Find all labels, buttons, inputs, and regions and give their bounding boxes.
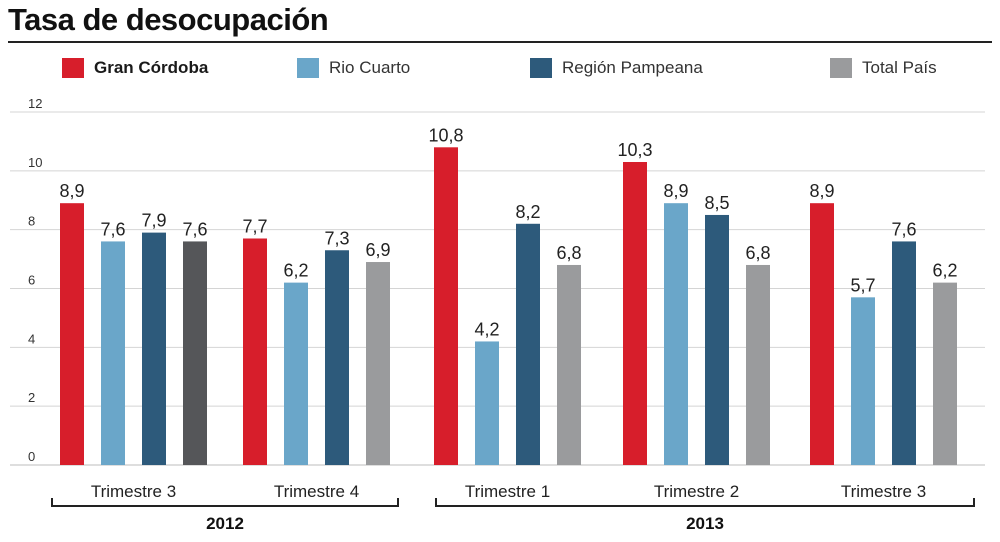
bar-value-label: 7,9	[141, 211, 166, 231]
y-tick-label: 8	[28, 214, 35, 229]
legend-swatch-rio-cuarto	[297, 58, 319, 78]
legend-item-total-pais: Total País	[830, 58, 937, 78]
legend: Gran Córdoba Rio Cuarto Región Pampeana …	[0, 58, 1000, 88]
bar-value-label: 7,6	[182, 219, 207, 239]
legend-swatch-region-pampeana	[530, 58, 552, 78]
bar-value-label: 7,3	[324, 228, 349, 248]
bar-gran-c-rdoba	[434, 147, 458, 466]
bar-rio-cuarto	[284, 282, 308, 465]
category-label: Trimestre 3	[841, 482, 926, 501]
bar-gran-c-rdoba	[623, 162, 647, 465]
legend-label-rio-cuarto: Rio Cuarto	[329, 58, 411, 77]
bar-gran-c-rdoba	[243, 238, 267, 465]
chart-title: Tasa de desocupación	[8, 2, 329, 37]
y-tick-label: 6	[28, 273, 35, 288]
bar-rio-cuarto	[475, 341, 499, 465]
legend-label-total-pais: Total País	[862, 58, 937, 77]
y-tick-label: 4	[28, 331, 35, 346]
year-bracket	[51, 498, 399, 507]
bar-value-label: 10,3	[617, 140, 652, 160]
bar-total-pa-s	[183, 241, 207, 465]
bar-rio-cuarto	[851, 297, 875, 465]
bar-value-label: 8,2	[515, 202, 540, 222]
bar-value-label: 6,2	[932, 261, 957, 281]
year-bracket	[435, 498, 975, 507]
y-tick-label: 0	[28, 449, 35, 464]
bar-regi-n-pampeana	[705, 214, 729, 465]
legend-item-gran-cordoba: Gran Córdoba	[62, 58, 208, 78]
bar-total-pa-s	[746, 264, 770, 465]
bar-value-label: 6,8	[556, 243, 581, 263]
bar-total-pa-s	[366, 262, 390, 465]
bar-value-label: 7,6	[891, 219, 916, 239]
bar-value-label: 5,7	[850, 275, 875, 295]
bar-regi-n-pampeana	[142, 232, 166, 465]
bar-value-label: 6,9	[365, 240, 390, 260]
legend-item-region-pampeana: Región Pampeana	[530, 58, 703, 78]
y-tick-label: 10	[28, 155, 42, 170]
bar-regi-n-pampeana	[516, 223, 540, 465]
bar-value-label: 6,8	[745, 243, 770, 263]
bar-value-label: 8,5	[704, 193, 729, 213]
bar-value-label: 8,9	[809, 181, 834, 201]
bar-regi-n-pampeana	[892, 241, 916, 465]
year-label: 2012	[206, 514, 244, 533]
category-label: Trimestre 2	[654, 482, 739, 501]
bar-value-label: 8,9	[663, 181, 688, 201]
bar-value-label: 10,8	[428, 125, 463, 145]
bar-regi-n-pampeana	[325, 250, 349, 465]
title-underline	[8, 41, 992, 43]
legend-swatch-total-pais	[830, 58, 852, 78]
bar-value-label: 7,6	[100, 219, 125, 239]
bar-gran-c-rdoba	[60, 203, 84, 466]
bar-total-pa-s	[557, 264, 581, 465]
category-label: Trimestre 3	[91, 482, 176, 501]
category-label: Trimestre 1	[465, 482, 550, 501]
bar-value-label: 8,9	[59, 181, 84, 201]
legend-label-gran-cordoba: Gran Córdoba	[94, 58, 209, 77]
legend-item-rio-cuarto: Rio Cuarto	[297, 58, 410, 78]
year-label: 2013	[686, 514, 724, 533]
bar-gran-c-rdoba	[810, 203, 834, 466]
y-tick-label: 2	[28, 390, 35, 405]
y-tick-label: 12	[28, 96, 42, 111]
legend-label-region-pampeana: Región Pampeana	[562, 58, 703, 77]
bar-value-label: 4,2	[474, 319, 499, 339]
bar-total-pa-s	[933, 282, 957, 465]
legend-swatch-gran-cordoba	[62, 58, 84, 78]
bar-value-label: 6,2	[283, 261, 308, 281]
category-label: Trimestre 4	[274, 482, 359, 501]
bar-rio-cuarto	[101, 241, 125, 465]
bar-rio-cuarto	[664, 203, 688, 466]
bar-value-label: 7,7	[242, 216, 267, 236]
